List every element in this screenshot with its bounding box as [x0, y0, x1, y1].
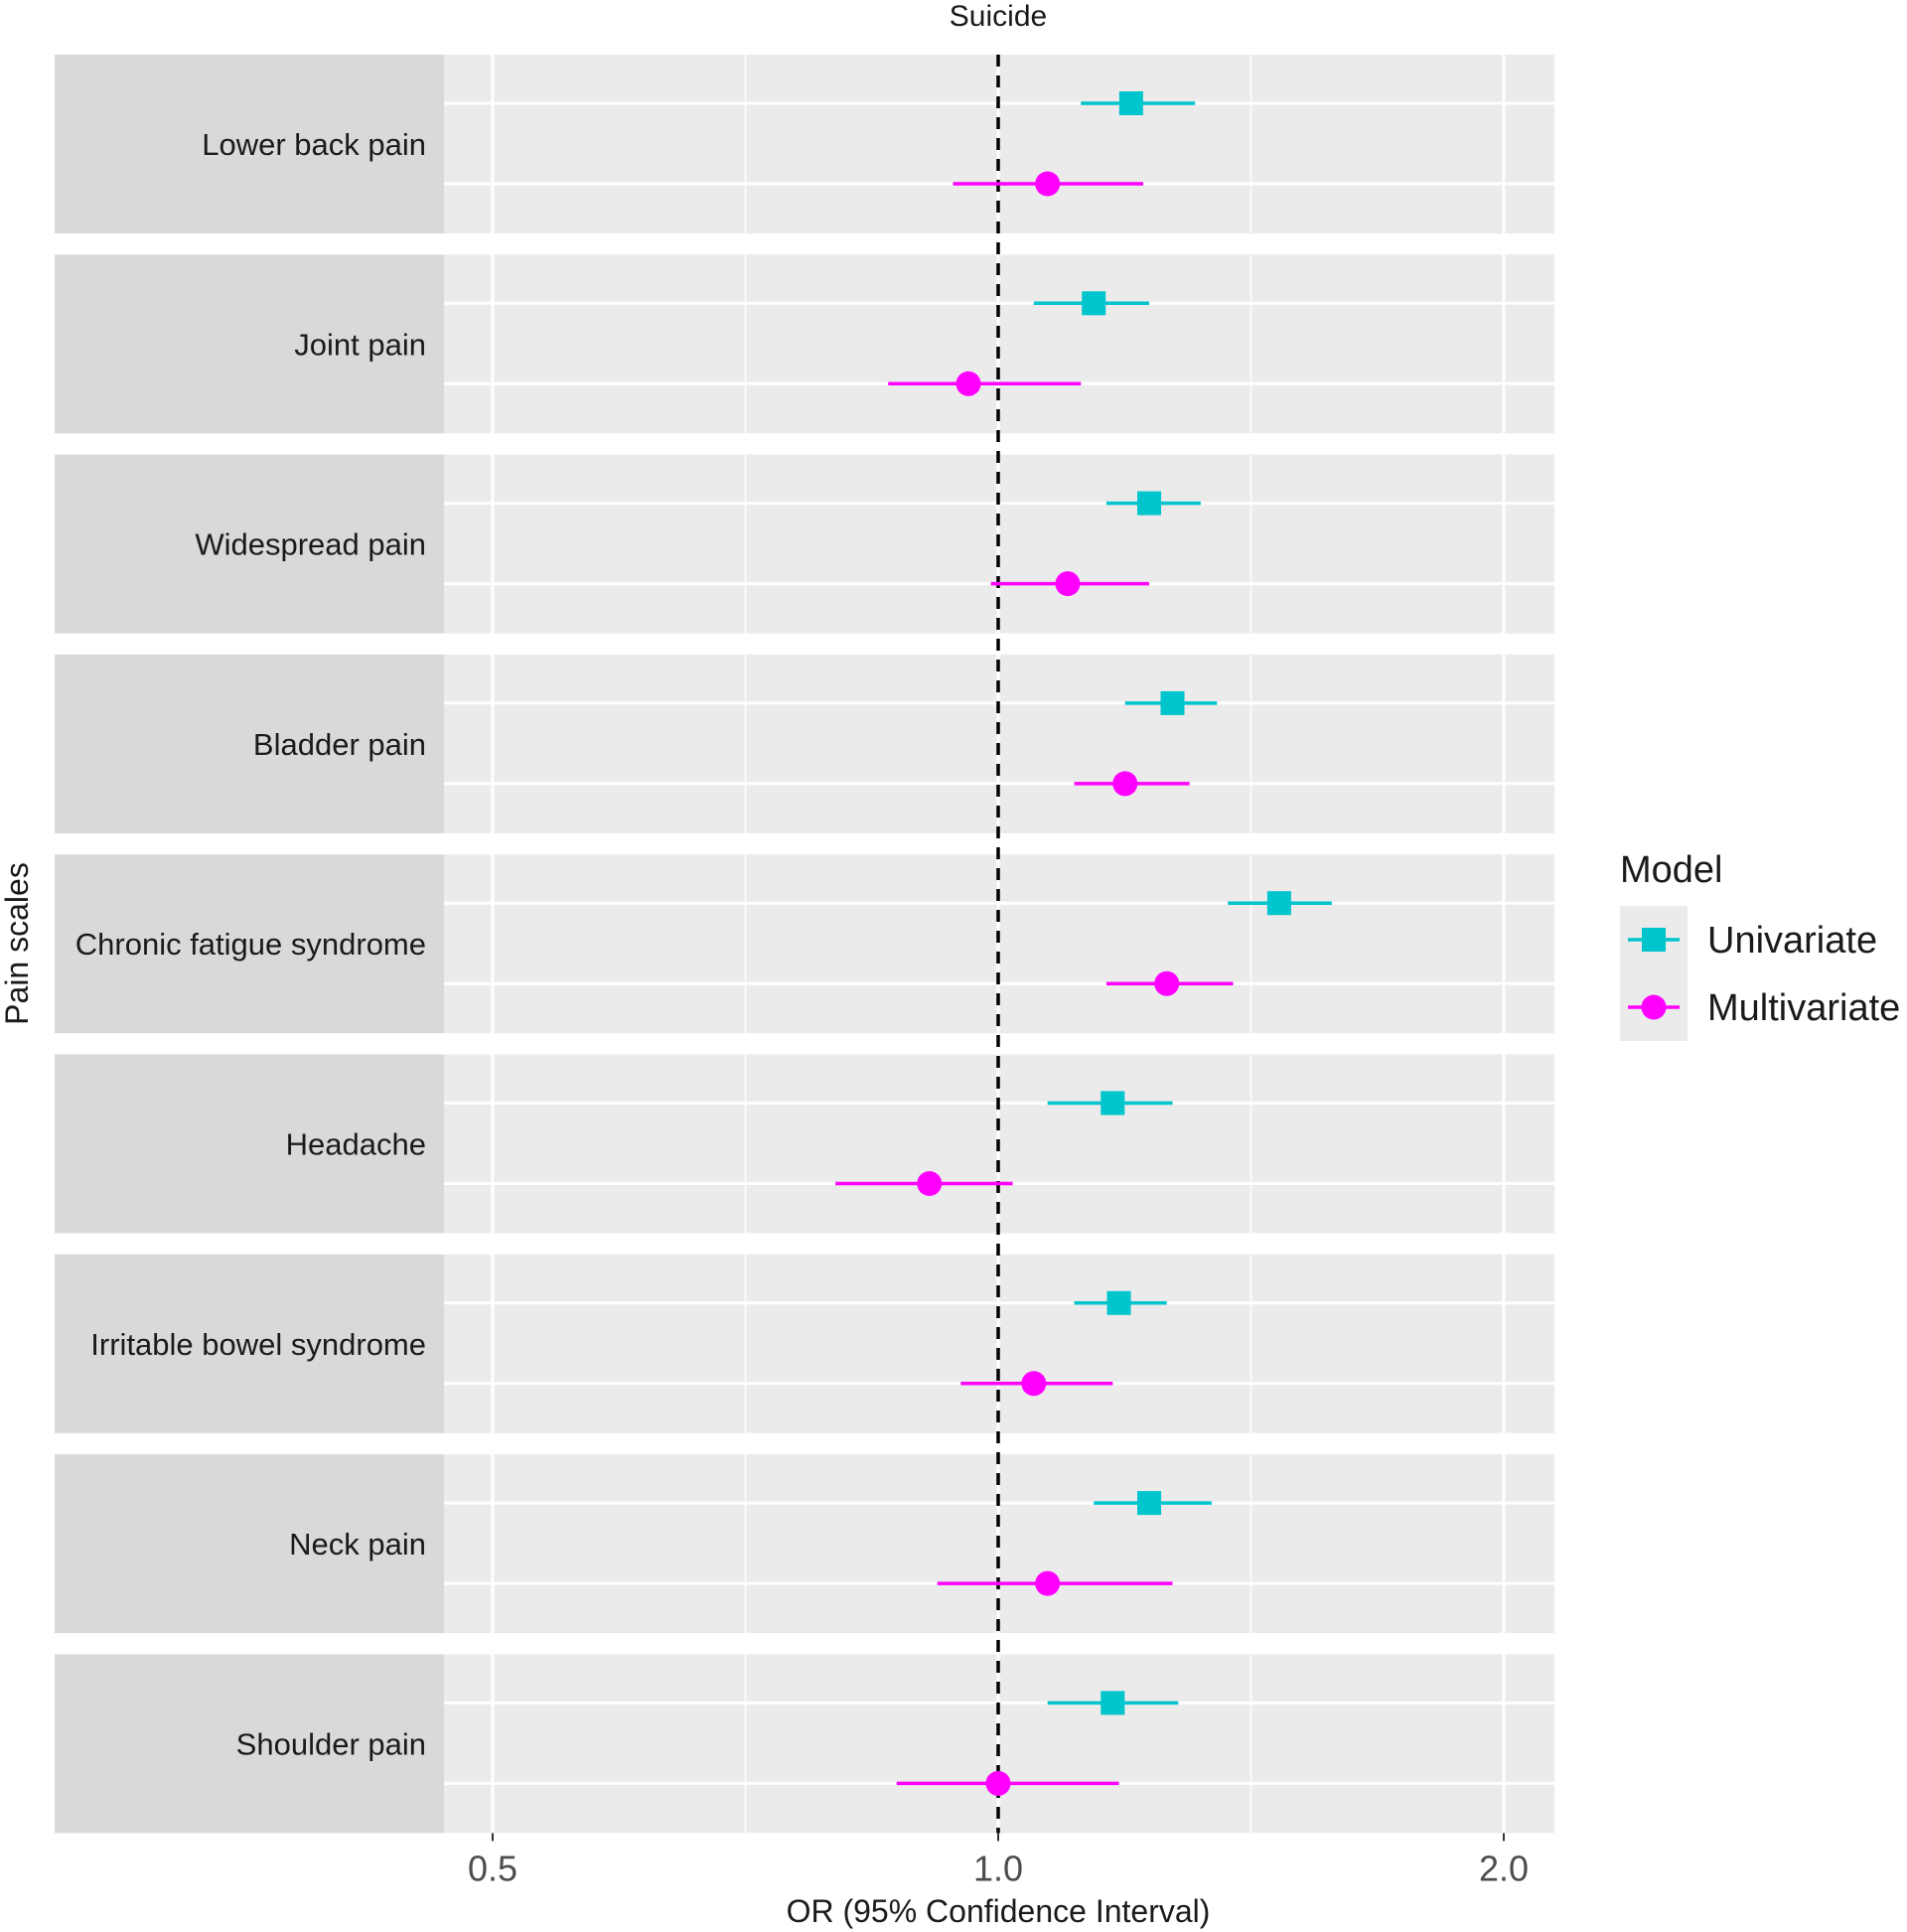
multivariate-chronic-fatigue-syndrome-point	[1154, 970, 1180, 996]
legend: Model Univariate Multivariate	[1620, 849, 1900, 1041]
multivariate-headache-point	[917, 1171, 943, 1196]
legend-key-background	[1620, 906, 1687, 1041]
strip-shoulder-pain	[55, 1654, 444, 1834]
strip-joint-pain	[55, 254, 444, 434]
x-axis-title: OR (95% Confidence Interval)	[787, 1893, 1211, 1929]
multivariate-shoulder-pain-point	[985, 1770, 1011, 1796]
strip-label-lower-back-pain: Lower back pain	[202, 127, 426, 162]
x-tick-label: 0.5	[468, 1848, 517, 1888]
strip-label-shoulder-pain: Shoulder pain	[236, 1726, 426, 1761]
legend-label-univariate: Univariate	[1707, 920, 1877, 962]
strip-widespread-pain	[55, 454, 444, 634]
univariate-widespread-pain-point	[1137, 491, 1162, 516]
facet-panels: Lower back pain Joint pain Widespread pain…	[55, 55, 1554, 1834]
legend-title: Model	[1620, 849, 1723, 891]
univariate-chronic-fatigue-syndrome-point	[1266, 891, 1291, 916]
univariate-irritable-bowel-syndrome-point	[1106, 1290, 1131, 1315]
multivariate-irritable-bowel-syndrome-point	[1021, 1371, 1047, 1397]
strip-label-widespread-pain: Widespread pain	[195, 527, 426, 562]
x-axis-ticks: 0.5 1.0 2.0	[468, 1833, 1529, 1888]
multivariate-widespread-pain-point	[1055, 571, 1081, 597]
multivariate-neck-pain-point	[1035, 1570, 1061, 1596]
univariate-shoulder-pain-point	[1100, 1691, 1125, 1715]
strip-label-headache: Headache	[286, 1127, 426, 1162]
y-axis-title: Pain scales	[0, 862, 35, 1025]
multivariate-lower-back-pain-point	[1035, 171, 1061, 197]
strip-irritable-bowel-syndrome	[55, 1254, 444, 1433]
strip-neck-pain	[55, 1454, 444, 1634]
univariate-lower-back-pain-point	[1118, 91, 1143, 115]
univariate-headache-point	[1100, 1091, 1125, 1115]
strip-chronic-fatigue-syndrome	[55, 854, 444, 1034]
strip-bladder-pain	[55, 654, 444, 833]
x-tick-label: 2.0	[1479, 1848, 1529, 1888]
univariate-bladder-pain-point	[1160, 690, 1185, 715]
legend-label-multivariate: Multivariate	[1707, 987, 1900, 1029]
multivariate-joint-pain-point	[955, 371, 981, 396]
strip-label-joint-pain: Joint pain	[294, 327, 426, 362]
strip-headache	[55, 1054, 444, 1234]
strip-label-chronic-fatigue-syndrome: Chronic fatigue syndrome	[75, 927, 426, 962]
x-tick-label: 1.0	[973, 1848, 1023, 1888]
strip-lower-back-pain	[55, 55, 444, 233]
data-marks	[835, 91, 1332, 1796]
chart-title: Suicide	[950, 0, 1047, 33]
legend-items: Univariate Multivariate	[1628, 920, 1900, 1029]
multivariate-bladder-pain-point	[1112, 771, 1138, 797]
legend-key-circle-multivariate	[1641, 994, 1667, 1020]
legend-key-square-univariate	[1642, 928, 1666, 952]
strip-label-bladder-pain: Bladder pain	[253, 727, 426, 762]
strip-label-neck-pain: Neck pain	[289, 1527, 426, 1561]
univariate-neck-pain-point	[1137, 1491, 1162, 1516]
univariate-joint-pain-point	[1082, 291, 1106, 316]
strip-label-irritable-bowel-syndrome: Irritable bowel syndrome	[90, 1327, 426, 1362]
